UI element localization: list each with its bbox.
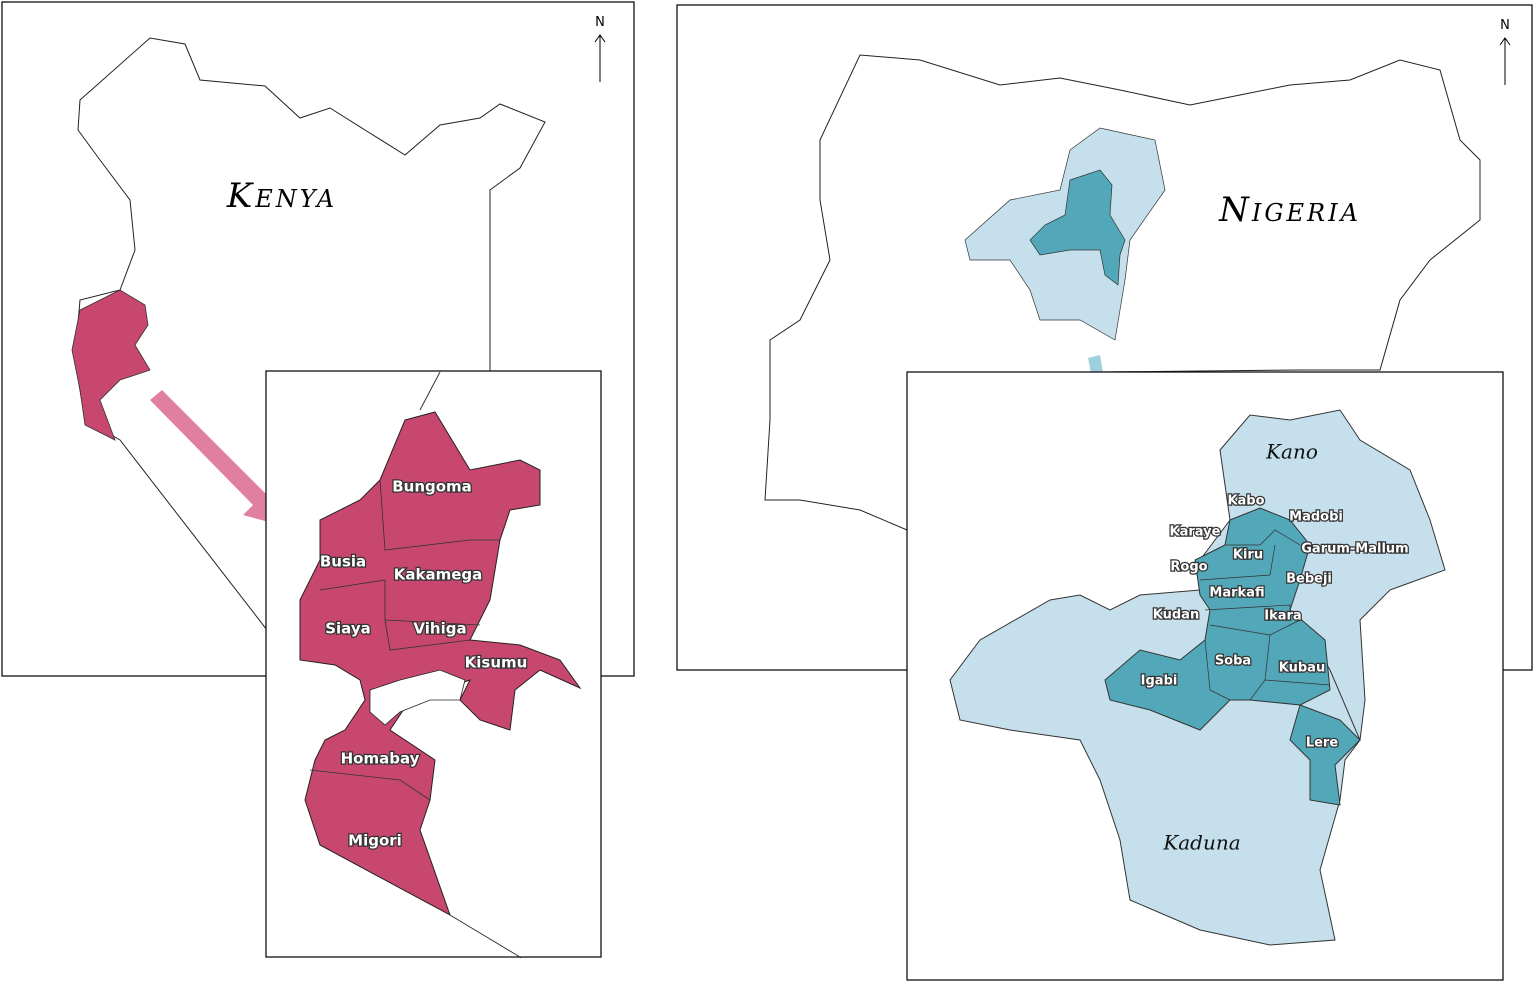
lga-label: Ikara bbox=[1264, 609, 1301, 624]
county-label: Vihiga bbox=[413, 620, 466, 638]
lga-label: Igabi bbox=[1141, 674, 1178, 689]
county-borders bbox=[309, 479, 500, 801]
lgas bbox=[1104, 507, 1361, 806]
lga-label: Garum-Mallum bbox=[1301, 542, 1408, 557]
state-label: Kano bbox=[1265, 440, 1318, 464]
title: Kenya bbox=[226, 176, 337, 216]
north-arrow-head bbox=[1499, 37, 1511, 46]
lga-label: Kubau bbox=[1279, 661, 1325, 676]
lake bbox=[369, 669, 466, 726]
county-label: Siaya bbox=[325, 620, 371, 638]
lga-label: Markafi bbox=[1209, 586, 1264, 601]
border bbox=[449, 914, 521, 958]
north: N bbox=[1500, 18, 1510, 33]
lga-label: Kudan bbox=[1153, 608, 1199, 623]
north-arrow-head bbox=[594, 34, 606, 43]
county-label: Bungoma bbox=[392, 478, 472, 496]
kenya-region bbox=[71, 289, 151, 441]
state-label: Kaduna bbox=[1162, 831, 1240, 855]
county-label: Busia bbox=[320, 553, 366, 571]
county-label: Homabay bbox=[341, 750, 420, 768]
nigeria-lgas bbox=[1029, 169, 1126, 286]
lga-borders bbox=[1199, 529, 1331, 701]
county-label: Kisumu bbox=[465, 654, 528, 672]
lga-label: Madobi bbox=[1289, 510, 1343, 525]
lga-label: Lere bbox=[1306, 736, 1339, 751]
title: Nigeria bbox=[1218, 190, 1361, 230]
north: N bbox=[595, 15, 605, 30]
lga-label: Kiru bbox=[1233, 548, 1263, 563]
lga-label: Karaye bbox=[1170, 525, 1221, 540]
lga-label: Soba bbox=[1215, 654, 1251, 669]
lga-label: Rogo bbox=[1170, 560, 1207, 575]
county-label: Migori bbox=[348, 832, 402, 850]
lga-label: Kabo bbox=[1227, 494, 1264, 509]
lga-label: Bebeji bbox=[1286, 572, 1332, 587]
county-label: Kakamega bbox=[394, 566, 483, 584]
border bbox=[419, 371, 441, 411]
arrow bbox=[150, 390, 287, 527]
